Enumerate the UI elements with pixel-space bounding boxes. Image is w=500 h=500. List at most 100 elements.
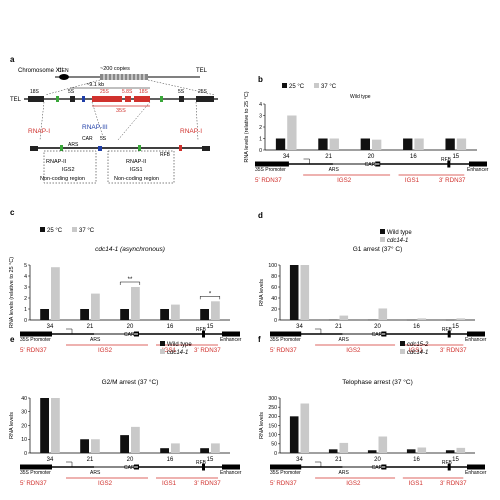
tel-left-label: TEL (10, 97, 22, 103)
tel-right-label: TEL (196, 68, 208, 74)
y-tick-label: 1 (259, 136, 262, 142)
bar (329, 138, 339, 150)
bar (360, 138, 370, 150)
region-igs1: IGS1 (409, 347, 424, 354)
region-igs1: IGS1 (409, 480, 424, 487)
bar (318, 138, 328, 150)
x-tick-label: 16 (167, 324, 174, 330)
y-tick-label: 4 (24, 274, 27, 280)
enhancer-label: Enhancer (220, 470, 242, 476)
rnap1-left-label: RNAP-I (28, 128, 50, 135)
legend-swatch (282, 83, 287, 88)
y-tick-label: 0 (24, 318, 27, 324)
bar (160, 309, 169, 320)
bar (200, 309, 209, 320)
gene-58s (125, 96, 131, 102)
bar (406, 449, 416, 453)
chart-annotation: Wild type (350, 94, 371, 100)
bar (40, 398, 49, 453)
legend-swatch (40, 227, 45, 232)
x-tick-label: 15 (452, 324, 459, 330)
rdna-35s-block (270, 331, 302, 337)
rfb-label: RFB (196, 460, 207, 466)
car-label: CAR (372, 465, 383, 471)
bar (51, 267, 60, 320)
rnap2-right-label: RNAP-II (126, 159, 147, 165)
region-igs2: IGS2 (98, 480, 113, 487)
y-tick-label: 40 (21, 396, 27, 402)
x-tick-label: 20 (374, 457, 381, 463)
y-tick-label: 0 (274, 451, 277, 457)
y-axis-label: RNA levels (9, 412, 15, 439)
gene-5s (70, 96, 75, 102)
promoter-label: 35S Promoter (20, 470, 51, 476)
bar (456, 318, 466, 320)
igs1-box (107, 150, 175, 184)
ars-label: ARS (90, 337, 101, 343)
bar (339, 442, 349, 453)
bar (300, 265, 310, 320)
x-tick-label: 34 (47, 324, 54, 330)
region-3rdn37: 3' RDN37 (194, 347, 221, 354)
y-tick-label: 20 (21, 423, 27, 429)
rdna-repeats (103, 74, 145, 80)
rfb-mark (447, 330, 451, 338)
rfb-mark (202, 463, 205, 471)
gene-18s-left (28, 96, 44, 102)
panel-label: b (258, 75, 263, 84)
ars-label: ARS (329, 167, 340, 173)
bar (456, 447, 466, 453)
y-tick-label: 4 (259, 102, 262, 108)
y-tick-label: 250 (268, 405, 277, 411)
label-25s: 25S (100, 89, 110, 95)
region-3rdn37: 3' RDN37 (440, 347, 467, 354)
x-tick-label: 15 (207, 457, 214, 463)
label-18s: 18S (139, 89, 149, 95)
bar (403, 138, 413, 150)
promoter-arrow (66, 461, 73, 467)
significance-bracket (119, 281, 141, 285)
bar (171, 443, 180, 453)
rdna-35s-block (20, 464, 52, 470)
bar (417, 318, 427, 320)
y-tick-label: 0 (24, 451, 27, 457)
panel-label: e (10, 335, 15, 344)
bar (339, 315, 349, 320)
chart-f: f Telophase arrest (37 °C) 0 50 100 150 200 250… (258, 335, 487, 487)
label-18s-left: 18S (30, 89, 40, 95)
region-igs1: IGS1 (405, 177, 420, 184)
ars-label: ARS (339, 470, 350, 476)
region-5rdn37: 5' RDN37 (20, 480, 47, 487)
rfb-label: RFB (442, 460, 453, 466)
enhancer-label: Enhancer (220, 337, 242, 343)
region-igs2: IGS2 (98, 347, 113, 354)
x-tick-label: 16 (410, 154, 417, 160)
car-label: CAR (124, 465, 135, 471)
rfb-label: RFB (160, 152, 171, 158)
y-tick-label: 100 (268, 432, 277, 438)
car-label: CAR (372, 332, 383, 338)
y-tick-label: 50 (271, 442, 277, 448)
rdna-35s-block (20, 331, 52, 337)
legend-entry: 37 °C (321, 84, 337, 90)
x-tick-label: 16 (167, 457, 174, 463)
promoter-label: 35S Promoter (270, 470, 301, 476)
x-tick-label: 16 (413, 457, 420, 463)
rdna-25s-block (467, 464, 485, 470)
bar (378, 308, 388, 320)
promoter-label: 35S Promoter (255, 167, 286, 173)
x-tick-label: 21 (87, 457, 94, 463)
x-tick-label: 15 (452, 154, 459, 160)
legend-swatch (72, 227, 77, 232)
y-tick-label: 200 (268, 414, 277, 420)
bar (131, 287, 140, 320)
y-tick-label: 0 (259, 148, 262, 154)
bar (300, 403, 310, 453)
rnap2-left-label: RNAP-II (46, 159, 67, 165)
legend-entry: cdc15-2 (407, 342, 429, 348)
chart-title: Telophase arrest (37 °C) (342, 378, 413, 386)
rfb-mark (447, 463, 451, 471)
x-tick-label: 16 (413, 324, 420, 330)
region-3rdn37: 3' RDN37 (439, 177, 466, 184)
